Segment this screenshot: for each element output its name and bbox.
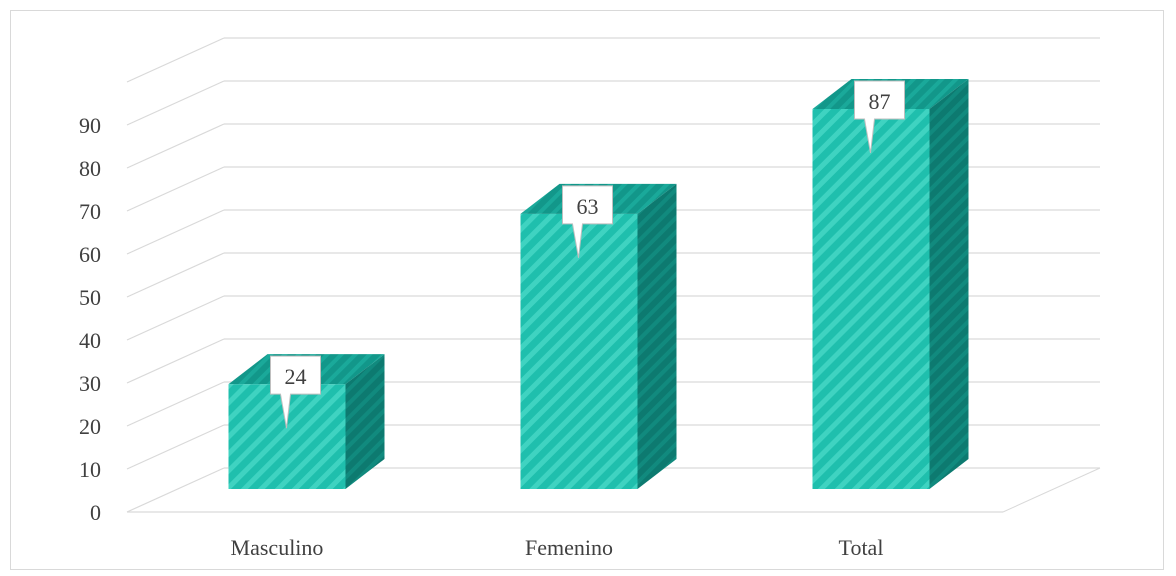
y-tick-label: 50 (79, 285, 101, 310)
y-tick-label: 20 (79, 414, 101, 439)
y-tick-label: 90 (79, 113, 101, 138)
data-label-text: 24 (285, 364, 307, 389)
data-label: 63 (562, 185, 613, 258)
data-label-callout (562, 185, 613, 258)
gridline-wall (126, 467, 225, 513)
data-label: 24 (270, 355, 321, 429)
y-tick-label: 80 (79, 156, 101, 181)
y-tick-label: 30 (79, 371, 101, 396)
gridline-wall (126, 424, 225, 470)
bar-total (812, 109, 930, 489)
gridline-wall (126, 123, 225, 169)
x-axis: Masculino Femenino Total (231, 535, 884, 560)
x-tick-label: Total (839, 535, 884, 560)
data-label: 87 (854, 80, 905, 154)
gridline-wall (126, 209, 225, 255)
bar-femenino (520, 213, 638, 490)
gridline-wall (126, 295, 225, 341)
floor-right-edge (1002, 467, 1101, 513)
bars (228, 79, 969, 490)
bar-side-masculino (345, 354, 385, 489)
y-tick-label: 60 (79, 242, 101, 267)
gridline-wall (126, 166, 225, 212)
gridline-wall (126, 338, 225, 384)
bar-side-total (929, 79, 969, 489)
data-label-callout (270, 355, 321, 429)
data-labels: 24 63 87 (270, 80, 905, 429)
x-tick-label: Masculino (231, 535, 324, 560)
data-label-text: 63 (577, 194, 599, 219)
gridline-wall (126, 80, 225, 126)
data-label-callout (854, 80, 905, 154)
gridline-wall (126, 381, 225, 427)
gridline-wall (126, 252, 225, 298)
gridline-wall (126, 37, 225, 83)
bar-side-femenino (637, 183, 677, 490)
y-tick-label: 40 (79, 328, 101, 353)
y-tick-label: 10 (79, 457, 101, 482)
y-axis: 0 10 20 30 40 50 60 70 80 90 (79, 113, 101, 525)
x-tick-label: Femenino (525, 535, 613, 560)
data-label-text: 87 (869, 89, 891, 114)
y-tick-label: 0 (90, 500, 101, 525)
y-tick-label: 70 (79, 199, 101, 224)
